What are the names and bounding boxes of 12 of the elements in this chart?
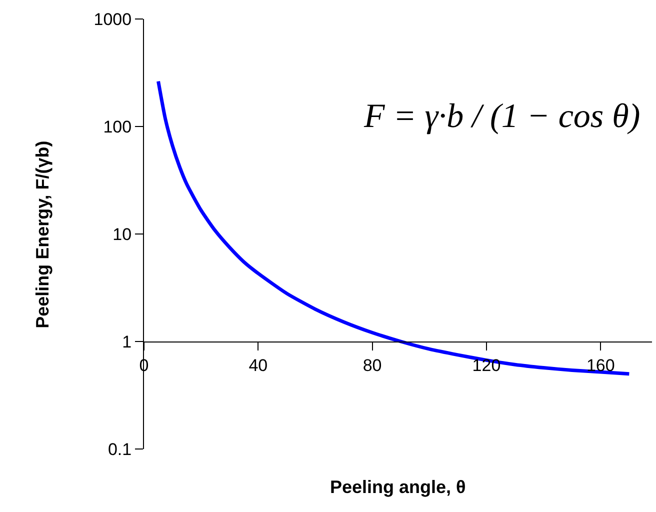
y-tick-label: 1000 — [94, 10, 132, 29]
x-tick-label: 40 — [248, 356, 268, 375]
y-tick-label: 0.1 — [108, 440, 132, 459]
x-tick-label: 120 — [472, 356, 501, 375]
y-axis-title: Peeling Energy, F/(γb) — [32, 140, 52, 328]
annotation: F = γ·b / (1 − cos θ) — [363, 98, 640, 135]
x-axis-title: Peeling angle, θ — [330, 477, 466, 497]
x-tick-label: 80 — [362, 356, 382, 375]
y-tick-label: 10 — [112, 224, 132, 244]
y-tick-label: 1 — [122, 332, 132, 352]
x-tick-label: 160 — [586, 356, 615, 375]
y-tick-label: 100 — [103, 117, 132, 136]
